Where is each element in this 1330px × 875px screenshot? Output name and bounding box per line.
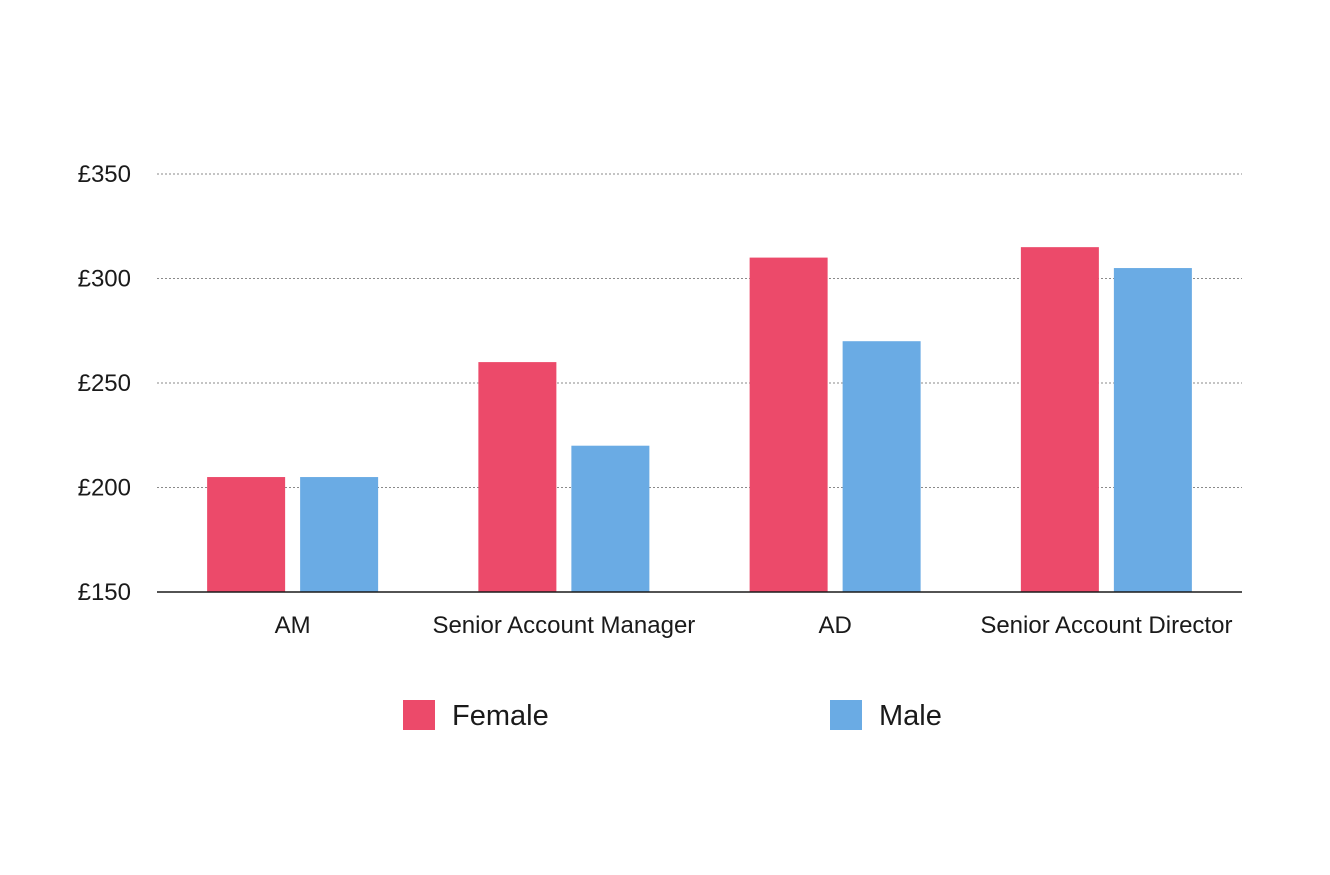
bar-female-4 [1020,247,1099,592]
bar-female-2 [478,362,557,592]
bar-female-1 [207,477,286,592]
legend-label-female: Female [452,700,549,732]
legend: Female Male [403,700,942,732]
x-category-label: Senior Account Manager [432,612,695,639]
bar-male-4 [1113,268,1192,592]
bar-male-1 [300,477,379,592]
bars [207,247,1192,592]
x-category-label: AM [275,612,311,639]
y-tick-label: £200 [78,475,131,502]
x-category-label: Senior Account Director [980,612,1232,639]
x-axis-categories: AM Senior Account Manager AD Senior Account… [275,612,1233,639]
bar-male-2 [571,445,650,592]
y-tick-label: £300 [78,266,131,293]
y-tick-label: £150 [78,579,131,606]
legend-swatch-female [403,700,435,730]
y-tick-label: £350 [78,161,131,188]
legend-swatch-male [830,700,862,730]
legend-label-male: Male [879,700,942,732]
y-axis-ticks: £150 £200 £250 £300 £350 [78,161,131,606]
bar-male-3 [842,341,921,592]
bar-female-3 [749,257,828,592]
y-tick-label: £250 [78,370,131,397]
x-category-label: AD [818,612,851,639]
